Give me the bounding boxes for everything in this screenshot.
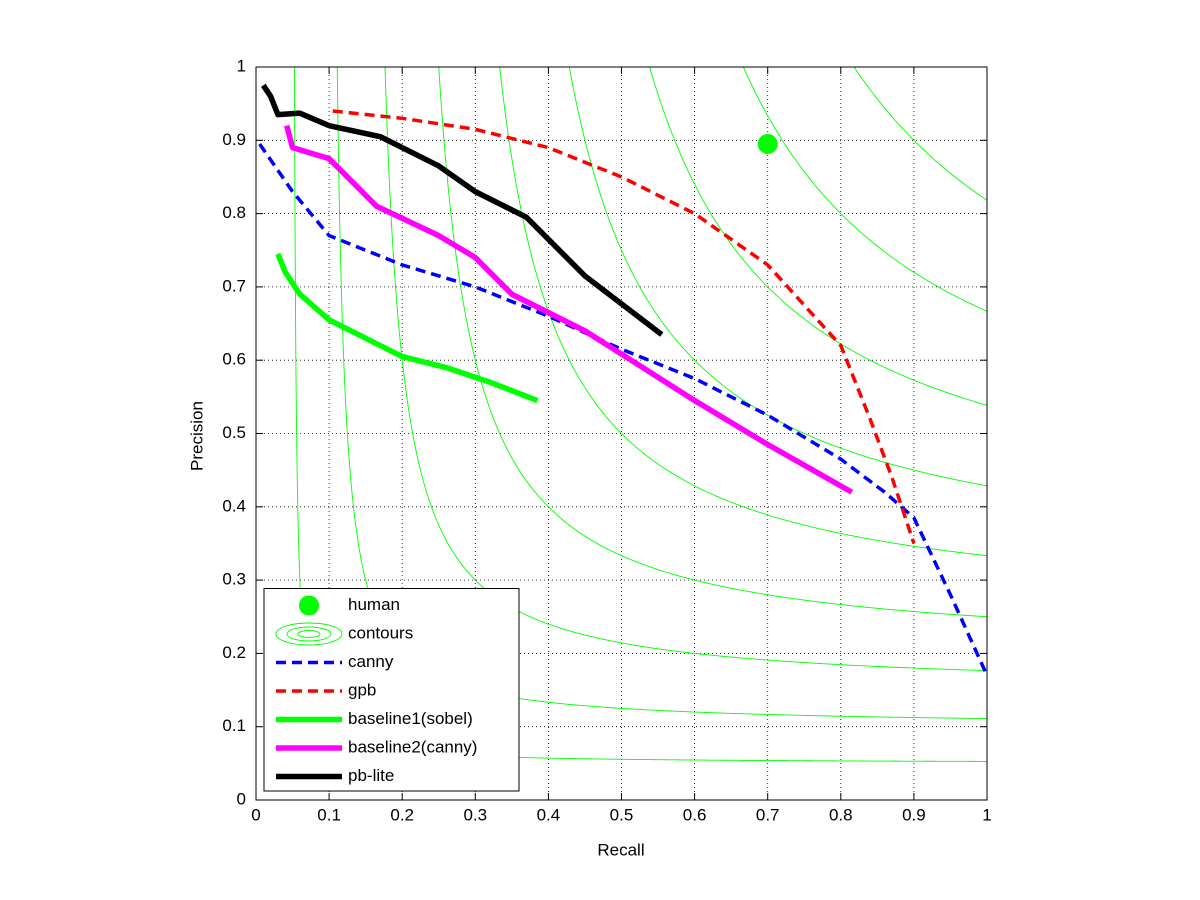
- y-tick-label: 0.2: [222, 643, 246, 662]
- legend-label: gpb: [348, 680, 376, 699]
- legend-label: pb-lite: [348, 766, 394, 785]
- y-tick-label: 0.4: [222, 496, 246, 515]
- legend-label: baseline1(sobel): [348, 709, 473, 728]
- contour: [742, 67, 987, 312]
- point: [757, 133, 778, 154]
- legend-swatch: [297, 630, 321, 638]
- x-tick-label: 0.6: [683, 805, 707, 824]
- legend-box: [263, 588, 520, 792]
- y-tick-label: 0.3: [222, 570, 246, 589]
- contour: [568, 67, 987, 487]
- series-line: [332, 109, 916, 545]
- series-line: [275, 252, 539, 404]
- x-tick-label: 0.1: [317, 805, 341, 824]
- y-tick-label: 0.5: [222, 423, 246, 442]
- legend-swatch: [275, 622, 343, 646]
- x-axis-label: Recall: [597, 840, 644, 859]
- contour: [499, 67, 987, 557]
- legend: human contours canny gpb baseline1(sobel) bas…: [263, 588, 520, 792]
- contour: [384, 67, 987, 672]
- legend-label: contours: [348, 623, 413, 642]
- x-tick-label: 0.7: [756, 805, 780, 824]
- y-tick-label: 0.1: [222, 716, 246, 735]
- x-tick-label: 0.9: [902, 805, 926, 824]
- legend-swatch: [299, 595, 319, 616]
- series-line: [258, 142, 989, 677]
- y-tick-label: 0.7: [222, 276, 246, 295]
- legend-label: canny: [348, 652, 394, 671]
- series-line: [284, 124, 854, 495]
- legend-label: human: [348, 595, 400, 614]
- contour: [438, 67, 987, 618]
- y-tick-label: 1: [237, 56, 246, 75]
- y-tick-label: 0.9: [222, 130, 246, 149]
- x-tick-label: 0.8: [829, 805, 853, 824]
- y-tick-label: 0: [237, 789, 246, 808]
- legend-swatch: [286, 626, 332, 642]
- y-tick-label: 0.6: [222, 350, 246, 369]
- x-tick-label: 0.4: [537, 805, 561, 824]
- x-tick-label: 0: [251, 805, 260, 824]
- contour: [649, 67, 987, 406]
- ticks: 0 0.1 0.2 0.3 0.4 0.5 0.6 0.7 0.8 0.9 1 0 0.1 0.2 0.3 0…: [222, 56, 991, 824]
- x-tick-label: 1: [982, 805, 991, 824]
- legend-label: baseline2(canny): [348, 737, 477, 756]
- x-tick-label: 0.5: [610, 805, 634, 824]
- series-line: [261, 83, 664, 337]
- y-axis-label: Precision: [187, 401, 206, 471]
- series: [258, 83, 989, 677]
- y-tick-label: 0.8: [222, 203, 246, 222]
- contour: [853, 67, 987, 201]
- x-tick-label: 0.2: [390, 805, 414, 824]
- x-tick-label: 0.3: [463, 805, 487, 824]
